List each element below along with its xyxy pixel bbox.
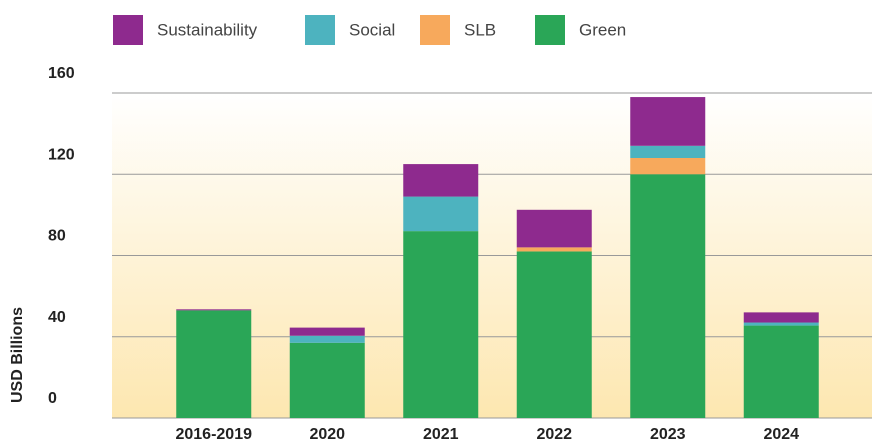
legend-label: Sustainability — [157, 20, 258, 39]
y-tick-label: 120 — [48, 146, 75, 163]
bar-segment — [176, 310, 252, 418]
bar-segment — [630, 145, 706, 158]
x-tick-label: 2020 — [309, 426, 345, 443]
y-axis-label: USD Billions — [9, 307, 26, 403]
legend-swatch — [420, 15, 450, 45]
legend-swatch — [535, 15, 565, 45]
legend-label: SLB — [464, 20, 496, 39]
legend-label: Social — [349, 20, 395, 39]
bar-segment — [289, 342, 365, 418]
bar-segment — [630, 97, 706, 146]
legend-label: Green — [579, 20, 626, 39]
bar-segment — [516, 251, 592, 418]
bar-segment — [176, 309, 252, 311]
bar-segment — [403, 231, 479, 418]
y-tick-label: 80 — [48, 228, 66, 245]
bar-segment — [403, 164, 479, 197]
bar-segment — [516, 209, 592, 248]
legend-swatch — [305, 15, 335, 45]
bar-segment — [743, 325, 819, 418]
bar-segment — [743, 322, 819, 326]
bar-segment — [289, 327, 365, 336]
x-tick-label: 2024 — [763, 426, 799, 443]
bar-segment — [743, 312, 819, 323]
bar-segment — [630, 174, 706, 418]
y-tick-label: 0 — [48, 390, 57, 407]
x-tick-label: 2023 — [650, 426, 686, 443]
bar-segment — [403, 196, 479, 232]
y-tick-label: 40 — [48, 309, 66, 326]
x-tick-label: 2022 — [536, 426, 572, 443]
legend-swatch — [113, 15, 143, 45]
bar-segment — [630, 158, 706, 175]
bar-segment — [289, 335, 365, 343]
x-tick-label: 2016-2019 — [175, 426, 252, 443]
x-tick-label: 2021 — [423, 426, 459, 443]
bar-segment — [516, 247, 592, 252]
y-tick-label: 160 — [48, 65, 75, 82]
